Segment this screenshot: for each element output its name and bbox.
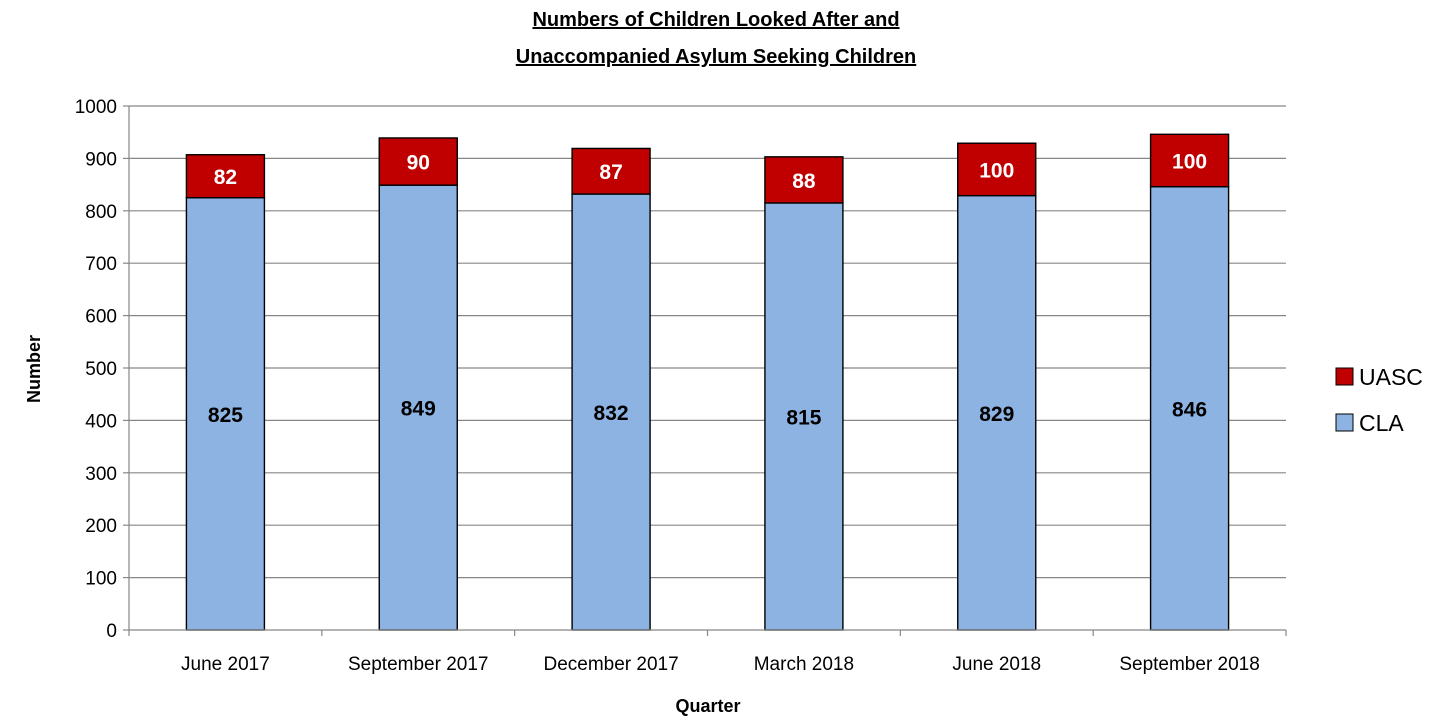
data-labels: 825 82 849 90 832 87 815 88 829 100 846 100	[208, 150, 1207, 429]
y-tick-label: 900	[85, 149, 117, 170]
y-tick-label: 600	[85, 307, 117, 328]
bar-uasc	[378, 137, 458, 186]
y-tick-label: 1000	[75, 97, 117, 118]
data-label-cla: 849	[401, 398, 436, 421]
y-tick-labels: 0 100 200 300 400 500 600 700 800 900 1000	[75, 97, 117, 642]
legend-label-uasc: UASC	[1359, 364, 1423, 390]
data-label-uasc: 88	[792, 170, 816, 193]
bar-uasc	[571, 147, 651, 195]
y-tick-label: 500	[85, 359, 117, 380]
bar-uasc	[185, 154, 266, 199]
legend-label-cla: CLA	[1359, 410, 1404, 436]
y-tick-label: 400	[85, 411, 117, 432]
x-tick-label: December 2017	[543, 654, 678, 675]
bar-uasc	[764, 156, 844, 204]
x-tick-label: June 2017	[181, 654, 270, 675]
x-tick-label: September 2017	[348, 654, 489, 675]
gridlines	[129, 105, 1286, 579]
bar-cla	[1149, 185, 1230, 631]
chart-title: Numbers of Children Looked After and Una…	[516, 9, 916, 68]
y-axis-title: Number	[24, 335, 44, 403]
chart-title-line-2: Unaccompanied Asylum Seeking Children	[516, 46, 916, 68]
bar-cla	[957, 194, 1037, 631]
y-tick-label: 200	[85, 516, 117, 537]
axes	[123, 105, 1287, 636]
data-label-uasc: 100	[1172, 150, 1207, 173]
legend-swatch-cla	[1335, 413, 1354, 432]
x-axis-title: Quarter	[675, 696, 740, 716]
data-label-cla: 815	[786, 406, 821, 429]
bars	[185, 133, 1230, 631]
data-label-cla: 825	[208, 404, 243, 427]
y-tick-label: 700	[85, 254, 117, 275]
bar-cla	[764, 202, 844, 631]
y-tick-label: 300	[85, 464, 117, 485]
y-tick-label: 800	[85, 202, 117, 223]
bar-uasc	[957, 142, 1037, 197]
data-label-uasc: 90	[407, 152, 430, 175]
y-tick-label: 100	[85, 569, 117, 590]
x-tick-label: March 2018	[754, 654, 854, 675]
legend: UASC CLA	[1335, 364, 1423, 436]
data-label-cla: 846	[1172, 398, 1207, 421]
x-tick-labels: June 2017 September 2017 December 2017 Marc…	[181, 654, 1260, 675]
y-tick-label: 0	[106, 621, 117, 642]
data-label-cla: 832	[594, 402, 629, 425]
x-tick-label: June 2018	[952, 654, 1041, 675]
legend-swatch-uasc	[1335, 367, 1354, 386]
data-label-uasc: 100	[979, 159, 1014, 182]
data-label-uasc: 87	[599, 161, 622, 184]
data-label-uasc: 82	[214, 166, 237, 189]
chart-title-line-1: Numbers of Children Looked After and	[532, 9, 899, 31]
data-label-cla: 829	[979, 403, 1014, 426]
bar-uasc	[1149, 133, 1230, 188]
bar-cla	[571, 193, 651, 631]
x-tick-label: September 2018	[1119, 654, 1260, 675]
